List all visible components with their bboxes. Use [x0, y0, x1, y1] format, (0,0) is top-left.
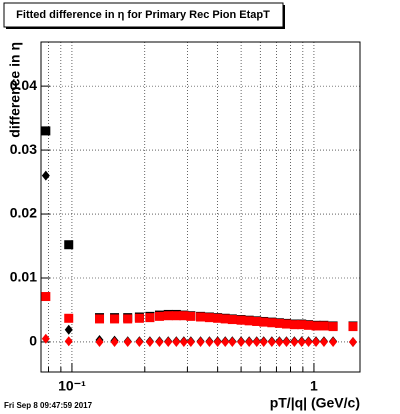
- square-marker: [213, 313, 223, 323]
- square-marker: [41, 126, 51, 136]
- square-marker: [95, 314, 105, 324]
- square-marker: [220, 314, 230, 324]
- square-marker: [64, 240, 74, 250]
- square-marker: [252, 316, 262, 326]
- diamond-marker: [297, 336, 306, 347]
- square-marker: [41, 292, 51, 302]
- title-box: [3, 2, 284, 28]
- square-marker: [259, 317, 269, 327]
- diamond-marker: [186, 336, 195, 347]
- diamond-marker: [304, 336, 313, 347]
- diamond-marker: [221, 336, 230, 347]
- diamond-marker: [145, 336, 154, 347]
- y-tick-label: 0.04: [10, 77, 37, 93]
- square-marker: [179, 311, 189, 321]
- square-marker: [110, 314, 120, 324]
- diamond-marker: [196, 336, 205, 347]
- x-axis-label: pT/|q| (GeV/c): [270, 395, 360, 411]
- y-axis-label: difference in η: [7, 42, 23, 138]
- square-marker: [267, 318, 277, 328]
- diamond-marker: [205, 336, 214, 347]
- square-marker: [281, 319, 291, 329]
- diamond-marker: [172, 336, 181, 347]
- diamond-marker: [213, 336, 222, 347]
- chart-title: Fitted difference in η for Primary Rec P…: [16, 9, 270, 21]
- square-marker: [196, 312, 206, 322]
- y-tick-label: 0: [29, 333, 37, 349]
- diamond-marker: [275, 336, 284, 347]
- diamond-marker: [95, 336, 104, 347]
- diamond-marker: [329, 336, 338, 347]
- diamond-marker: [41, 333, 50, 344]
- square-marker: [171, 311, 181, 321]
- diamond-marker: [267, 336, 276, 347]
- y-tick-label: 0.03: [10, 141, 37, 157]
- square-marker: [311, 321, 321, 331]
- diamond-marker: [123, 336, 132, 347]
- diamond-marker: [245, 336, 254, 347]
- diamond-marker: [110, 336, 119, 347]
- square-marker: [163, 311, 173, 321]
- square-marker: [227, 315, 237, 325]
- diamond-marker: [312, 336, 321, 347]
- plot-frame: [40, 41, 361, 373]
- square-marker: [319, 321, 329, 331]
- diamond-marker: [348, 336, 357, 347]
- square-marker: [154, 311, 164, 321]
- diamond-marker: [259, 336, 268, 347]
- diamond-marker: [41, 170, 50, 181]
- y-tick-label: 0.01: [10, 269, 37, 285]
- diamond-marker: [64, 324, 73, 335]
- square-marker: [236, 315, 246, 325]
- diamond-marker: [164, 336, 173, 347]
- diamond-marker: [155, 336, 164, 347]
- diamond-marker: [237, 336, 246, 347]
- square-marker: [134, 313, 144, 323]
- square-marker: [244, 316, 254, 326]
- y-tick-label: 0.02: [10, 205, 37, 221]
- diamond-marker: [228, 336, 237, 347]
- square-marker: [145, 313, 155, 323]
- square-marker: [328, 322, 338, 332]
- square-marker: [64, 313, 74, 323]
- square-marker: [204, 313, 214, 323]
- square-marker: [348, 322, 358, 332]
- diamond-marker: [282, 336, 291, 347]
- square-marker: [289, 320, 299, 330]
- diamond-marker: [64, 336, 73, 347]
- x-tick-label: 1: [310, 378, 318, 394]
- diamond-marker: [179, 336, 188, 347]
- x-tick-label: 10⁻¹: [58, 378, 86, 394]
- square-marker: [297, 320, 307, 330]
- square-marker: [274, 318, 284, 328]
- footer-date: Fri Sep 8 09:47:59 2017: [4, 401, 93, 410]
- diamond-marker: [319, 336, 328, 347]
- square-marker: [304, 320, 314, 330]
- square-marker: [186, 311, 196, 321]
- diamond-marker: [252, 336, 261, 347]
- diamond-marker: [290, 336, 299, 347]
- diamond-marker: [135, 336, 144, 347]
- square-marker: [123, 314, 133, 324]
